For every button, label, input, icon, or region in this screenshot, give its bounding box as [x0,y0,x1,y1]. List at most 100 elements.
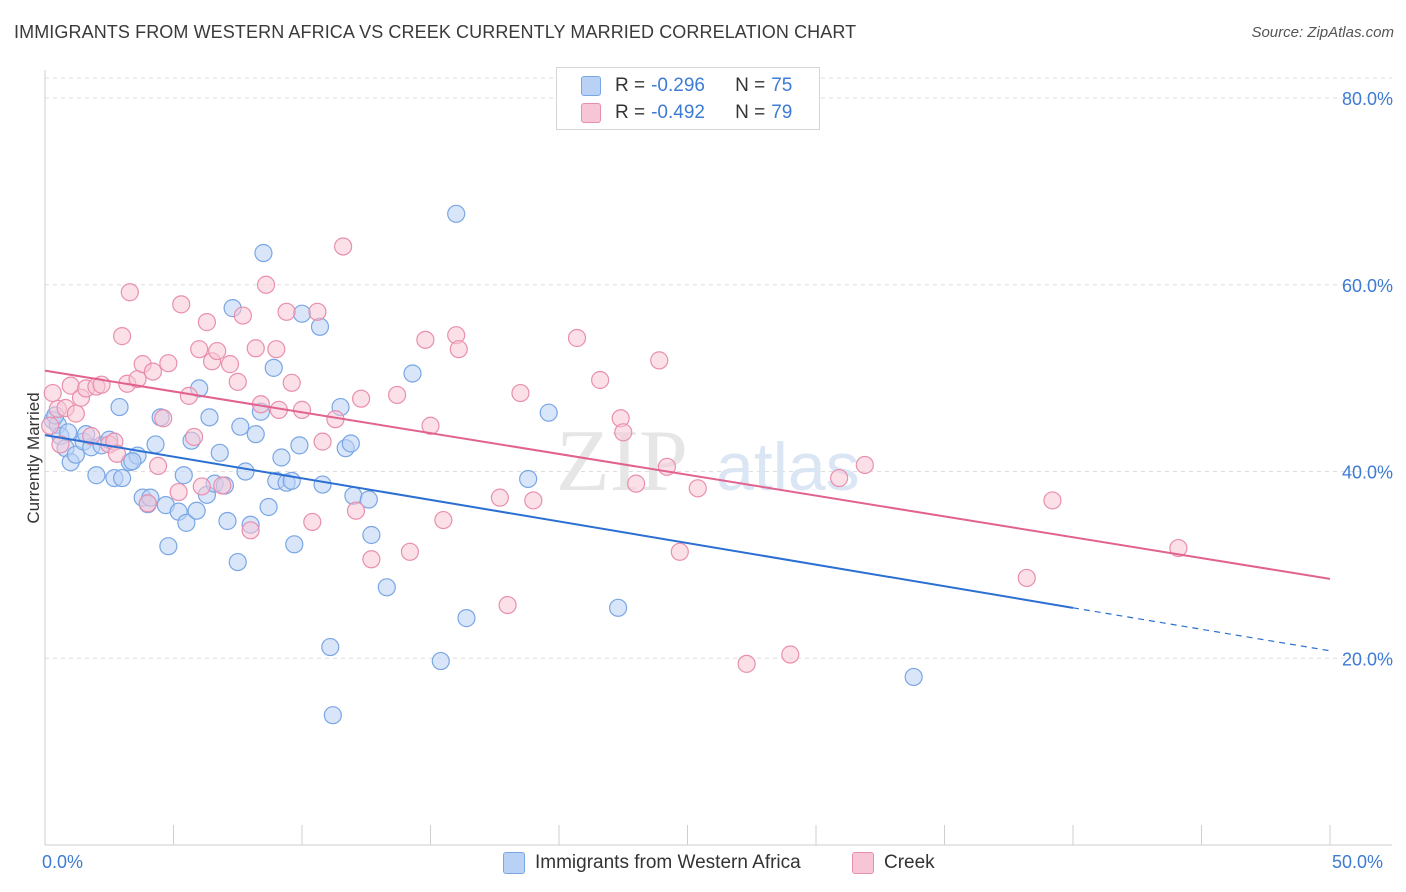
legend-swatch-pink [581,103,601,123]
data-point-creek [511,383,530,403]
legend-row-western-africa: R = -0.296 N = 75 [581,74,792,98]
legend-label: Immigrants from Western Africa [535,852,801,873]
data-point-creek [184,427,204,447]
data-point-creek [213,476,232,495]
data-point-creek [138,494,157,513]
r-label: R = [615,75,646,96]
data-point-creek [781,645,800,664]
data-point-creek [190,340,209,359]
data-point-creek [737,654,756,673]
data-point-western-africa [159,537,178,556]
data-point-western-africa [264,358,283,377]
data-point-creek [107,444,127,463]
data-point-creek [41,416,60,435]
data-point-western-africa [292,304,312,323]
data-point-western-africa [344,486,363,505]
data-point-western-africa [87,466,106,485]
data-point-western-africa [310,317,330,336]
data-point-creek [308,302,327,321]
trendline-western-africa-extension [1072,607,1331,652]
data-point-western-africa [290,436,309,455]
data-point-creek [855,455,874,475]
data-point-western-africa [272,448,291,467]
data-point-creek [159,354,178,373]
data-point-western-africa [110,397,129,417]
data-point-creek [120,283,139,302]
data-point-creek [591,370,610,390]
series-creek-points [41,237,1188,673]
data-point-creek [192,477,211,496]
data-point-creek [292,400,312,419]
x-tick-label-max: 50.0% [1332,852,1384,872]
data-point-creek [626,474,646,493]
axes [44,70,1392,846]
y-tick-label: 60.0% [1342,276,1393,296]
chart-title: IMMIGRANTS FROM WESTERN AFRICA VS CREEK … [14,22,857,42]
data-point-western-africa [177,513,196,532]
data-point-western-africa [218,511,237,531]
data-point-creek [614,423,633,442]
data-point-creek [362,550,381,569]
n-label: N = [735,75,766,96]
data-point-creek [1169,538,1188,558]
data-point-creek [172,295,191,314]
data-point-western-africa [123,452,142,471]
data-point-western-africa [609,598,628,617]
n-label: N = [735,102,766,123]
data-point-creek [228,372,247,391]
legend-item-creek[interactable]: Creek [852,852,935,874]
data-point-western-africa [377,578,396,597]
data-point-western-africa [323,706,342,725]
data-point-creek [51,435,70,454]
data-point-western-africa [200,408,219,427]
x-tick-label-min: 0.0% [42,852,84,872]
data-point-creek [154,409,173,428]
data-point-creek [82,426,101,446]
trend-lines [44,369,1331,652]
data-point-creek [334,237,353,256]
data-point-western-africa [431,651,450,671]
data-point-creek [352,389,371,408]
data-point-creek [400,542,420,561]
data-point-creek [1043,491,1062,510]
data-point-western-africa [403,364,422,383]
y-tick-label: 40.0% [1342,463,1393,483]
legend-swatch-blue [503,852,525,874]
data-point-western-africa [231,417,250,436]
y-tick-label: 20.0% [1342,649,1393,669]
data-point-creek [256,275,276,294]
data-point-western-africa [285,535,304,554]
data-point-western-africa [146,435,165,454]
series-legend: Immigrants from Western Africa Creek [0,852,1406,878]
r-value: -0.296 [651,75,705,96]
data-point-western-africa [112,468,132,488]
legend-row-creek: R = -0.492 N = 79 [581,101,792,125]
data-point-western-africa [236,462,255,481]
data-point-creek [220,355,240,374]
data-point-creek [43,383,62,403]
data-point-western-africa [904,667,923,687]
data-point-creek [112,327,132,346]
data-point-western-africa [246,425,265,444]
data-point-creek [498,595,517,615]
grid-lines [45,77,1392,659]
correlation-legend: R = -0.296 N = 75 R = -0.492 N = 79 [556,67,820,130]
data-point-western-africa [362,525,381,545]
data-point-creek [346,501,366,520]
data-point-western-africa [210,443,229,462]
data-point-western-africa [359,490,378,509]
data-point-western-africa [259,497,278,517]
data-point-creek [567,328,587,348]
data-point-western-africa [341,434,360,453]
legend-item-western-africa[interactable]: Immigrants from Western Africa [503,852,801,874]
legend-swatch-blue [581,76,601,96]
data-point-western-africa [519,469,538,489]
n-value: 75 [771,75,793,96]
data-point-creek [233,306,252,325]
data-point-creek [197,313,217,332]
data-point-creek [421,416,440,435]
data-point-western-africa [539,403,558,422]
r-value: -0.492 [651,102,705,123]
data-point-western-africa [187,501,206,520]
